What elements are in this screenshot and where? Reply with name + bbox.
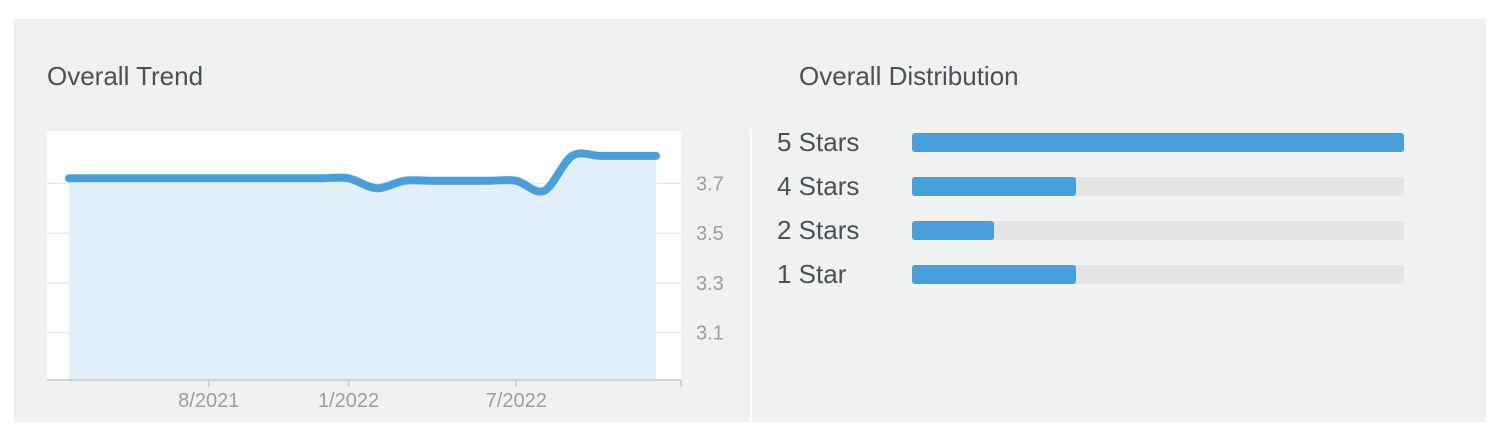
distribution-bar-fill [912, 177, 1076, 196]
trend-title: Overall Trend [47, 61, 204, 91]
distribution-row-5-stars: 5 Stars [777, 127, 1417, 157]
x-tick-label: 1/2022 [318, 390, 379, 412]
trend-line [65, 149, 660, 196]
y-tick-label: 3.3 [696, 273, 724, 295]
distribution-row-4-stars: 4 Stars [777, 171, 1417, 201]
distribution-row-2-stars: 2 Stars [777, 215, 1417, 245]
distribution-title: Overall Distribution [799, 61, 1019, 91]
y-tick-label: 3.7 [696, 173, 724, 195]
panel-divider [750, 129, 752, 422]
distribution-row-1-star: 1 Star [777, 259, 1417, 289]
y-tick-label: 3.5 [696, 223, 724, 245]
distribution-label: 2 Stars [777, 215, 860, 245]
distribution-bar-fill [912, 265, 1076, 284]
x-axis-ticks: 8/2021 1/2022 7/2022 [178, 380, 682, 412]
trend-area [69, 153, 656, 380]
distribution-bar-track [912, 133, 1404, 152]
x-tick-label: 8/2021 [178, 390, 239, 412]
distribution-label: 4 Stars [777, 171, 860, 201]
x-tick-label: 7/2022 [486, 390, 547, 412]
distribution-label: 1 Star [777, 259, 847, 289]
overall-panel: Overall Trend Overall Distribution 8/202… [14, 19, 1486, 422]
distribution-bar-track [912, 221, 1404, 240]
y-tick-label: 3.1 [696, 323, 724, 345]
distribution-bar-track [912, 177, 1404, 196]
distribution-bar-track [912, 265, 1404, 284]
distribution-bar-fill [912, 221, 995, 240]
y-axis-ticks: 3.1 3.3 3.5 3.7 [696, 173, 724, 344]
trend-chart: 8/2021 1/2022 7/2022 3.1 3.3 3.5 3.7 [47, 131, 724, 412]
distribution-bar-fill [912, 133, 1404, 152]
distribution-label: 5 Stars [777, 127, 860, 157]
